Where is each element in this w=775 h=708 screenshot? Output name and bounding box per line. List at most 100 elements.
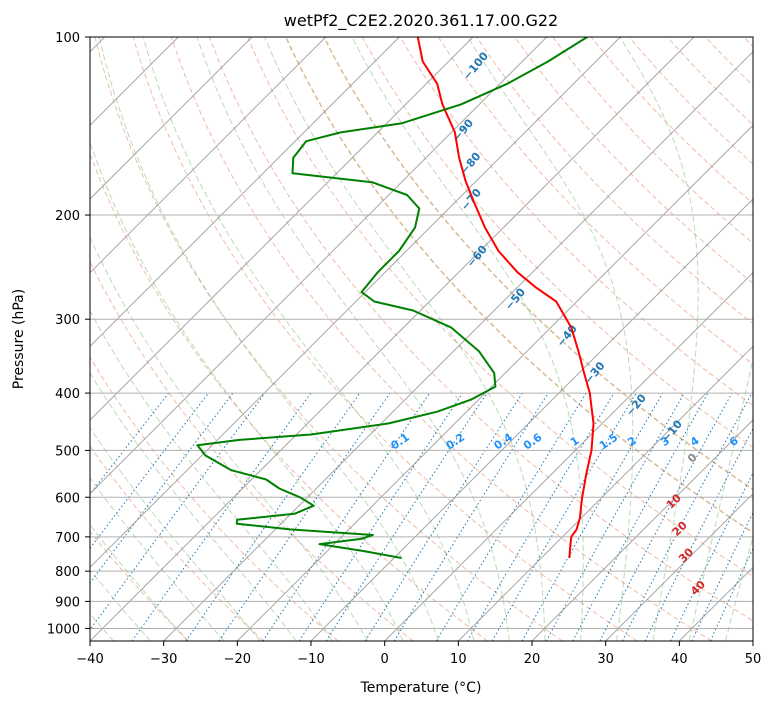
- highlight-adiabat-line: [285, 37, 753, 534]
- dry-adiabat-line: [247, 37, 753, 577]
- x-tick-label: −10: [297, 652, 324, 667]
- dewpoint-profile: [196, 37, 588, 559]
- isotherm-line: [90, 37, 695, 641]
- moist-adiabat-line: [90, 569, 151, 641]
- mixing-ratio-line: [218, 392, 391, 641]
- moist-adiabat-line: [688, 355, 753, 641]
- x-tick-label: −40: [76, 652, 103, 667]
- mixing-ratio-label: 8: [754, 434, 768, 449]
- isotherm-line: [90, 37, 621, 569]
- isotherm-line: [678, 566, 753, 641]
- mixing-ratio-line: [670, 471, 753, 641]
- mixing-ratio-line: [364, 392, 523, 641]
- x-axis-title: Temperature (°C): [360, 680, 482, 696]
- isotherm-line: [605, 492, 753, 641]
- y-tick-label: 700: [55, 531, 80, 546]
- moist-adiabat-label: 40: [688, 578, 708, 598]
- mixing-ratio-line: [691, 511, 753, 641]
- mixing-ratio-line: [185, 392, 361, 641]
- y-tick-label: 200: [55, 209, 80, 224]
- isotherm-line: [90, 37, 474, 421]
- isotherm-line: [752, 640, 753, 641]
- mixing-ratio-line: [621, 392, 753, 641]
- moist-adiabat-line: [90, 477, 225, 641]
- isotherm-line: [457, 345, 753, 641]
- dry-adiabat-line: [705, 37, 753, 87]
- dry-adiabat-label: −50: [502, 285, 528, 312]
- dry-adiabat-line: [399, 37, 753, 407]
- background-lines: [90, 37, 753, 641]
- x-tick-label: 0: [381, 652, 389, 667]
- y-axis: 100 200 300 400 500 600 700 800 900 1000: [47, 31, 90, 637]
- dry-adiabat-line: [94, 37, 563, 641]
- dry-adiabat-line: [552, 37, 753, 244]
- mixing-ratio-line: [521, 392, 664, 641]
- isotherm-line: [531, 419, 753, 641]
- x-tick-label: 40: [671, 652, 688, 667]
- dry-adiabat-line: [90, 356, 339, 641]
- y-tick-label: 500: [55, 444, 80, 459]
- annotation-labels: 0.10.20.40.611.52346810131620253036−100−…: [388, 49, 768, 598]
- isotherm-line: [90, 37, 548, 495]
- profiles: [196, 37, 595, 559]
- dry-adiabat-line: [90, 260, 414, 641]
- mixing-ratio-label: 1.5: [597, 431, 620, 453]
- y-tick-label: 1000: [47, 622, 80, 637]
- isotherm-line: [90, 37, 400, 348]
- mixing-ratio-line: [90, 392, 266, 631]
- temperature-profile: [416, 37, 595, 559]
- mixing-ratio-line: [90, 392, 209, 550]
- mixing-ratio-line: [491, 392, 637, 641]
- moist-adiabat-line: [98, 37, 439, 641]
- moist-adiabat-line: [90, 140, 404, 641]
- mixing-ratio-label: 0.4: [492, 430, 516, 452]
- dry-adiabat-line: [90, 530, 190, 641]
- y-tick-label: 800: [55, 565, 80, 580]
- dry-adiabat-line: [170, 37, 712, 641]
- x-axis: −40 −30 −20 −10 0 10 20 30 40 50: [76, 641, 761, 667]
- moist-adiabat-line: [90, 235, 369, 641]
- moist-adiabat-line: [619, 37, 699, 641]
- x-tick-label: 20: [524, 652, 541, 667]
- y-tick-label: 900: [55, 595, 80, 610]
- mixing-ratio-label: 4: [688, 434, 702, 449]
- plot-area: 0.10.20.40.611.52346810131620253036−100−…: [90, 37, 768, 641]
- moist-adiabat-label: 30: [676, 545, 696, 565]
- moist-adiabat-label: 0: [685, 450, 700, 465]
- dry-adiabat-line: [743, 37, 753, 48]
- chart-title: wetPf2_C2E2.2020.361.17.00.G22: [284, 11, 558, 31]
- y-tick-label: 300: [55, 313, 80, 328]
- isotherm-line: [236, 124, 753, 641]
- moist-adiabat-line: [90, 426, 261, 641]
- moist-adiabat-label: 20: [670, 519, 690, 539]
- mixing-ratio-line: [325, 392, 488, 641]
- moist-adiabat-label: 10: [664, 491, 684, 511]
- dry-adiabat-line: [590, 37, 753, 205]
- x-tick-label: −20: [224, 652, 251, 667]
- moist-adiabat-line: [264, 37, 546, 641]
- dry-adiabat-line: [90, 445, 264, 641]
- moist-adiabat-line: [142, 37, 475, 641]
- isotherm-line: [310, 198, 753, 641]
- moist-adiabat-line: [351, 37, 584, 641]
- moist-adiabat-line: [90, 309, 333, 641]
- mixing-ratio-line: [262, 392, 431, 641]
- y-tick-label: 400: [55, 387, 80, 402]
- mixing-ratio-line: [298, 392, 464, 641]
- mixing-ratio-line: [572, 392, 709, 641]
- mixing-ratio-line: [435, 392, 587, 641]
- moist-adiabat-line: [467, 37, 634, 641]
- moist-adiabat-line: [196, 37, 510, 641]
- y-axis-title: Pressure (hPa): [11, 289, 27, 389]
- dry-adiabat-label: −70: [458, 186, 484, 213]
- x-tick-label: 30: [597, 652, 614, 667]
- moist-adiabat-line: [90, 372, 297, 641]
- dry-adiabat-line: [437, 37, 753, 365]
- dry-adiabat-line: [90, 152, 488, 641]
- dry-adiabat-label: −10: [659, 417, 685, 444]
- dry-adiabat-line: [132, 37, 638, 641]
- x-tick-label: 50: [745, 652, 762, 667]
- x-tick-label: 10: [450, 652, 467, 667]
- moist-adiabat-line: [90, 524, 188, 641]
